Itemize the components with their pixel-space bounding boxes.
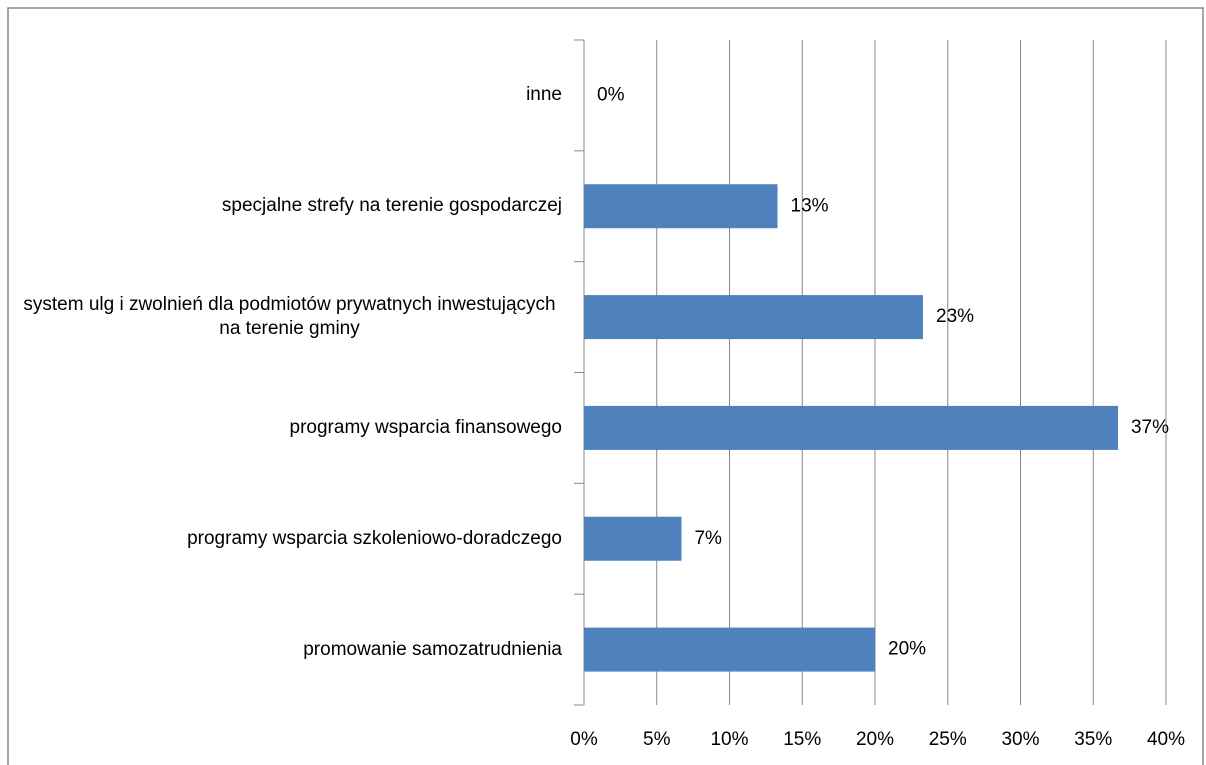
x-tick-label: 20% xyxy=(856,729,894,750)
chart-frame xyxy=(7,7,1204,765)
y-tick-label: programy wsparcia finansowego xyxy=(289,416,562,438)
y-tick-label: programy wsparcia szkoleniowo-doradczego xyxy=(187,527,562,549)
y-tick-label: system ulg i zwolnień dla podmiotów pryw… xyxy=(23,294,556,340)
data-label: 0% xyxy=(597,84,625,105)
x-tick-label: 10% xyxy=(710,729,748,750)
bar xyxy=(584,627,875,672)
x-tick-label: 35% xyxy=(1074,729,1112,750)
bar xyxy=(584,295,924,340)
x-tick-label: 30% xyxy=(1001,729,1039,750)
bar xyxy=(584,184,778,229)
y-tick-label: promowanie samozatrudnienia xyxy=(303,638,562,660)
x-tick-label: 0% xyxy=(570,729,598,750)
data-label: 20% xyxy=(888,639,926,660)
x-tick-label: 15% xyxy=(783,729,821,750)
y-tick-label: inne xyxy=(526,84,562,106)
x-tick-label: 5% xyxy=(643,729,671,750)
x-tick-label: 25% xyxy=(929,729,967,750)
data-label: 7% xyxy=(694,528,722,549)
y-tick-label: specjalne strefy na terenie gospodarczej xyxy=(221,195,562,217)
bar xyxy=(584,405,1118,450)
data-label: 23% xyxy=(936,306,974,327)
bar xyxy=(584,516,682,561)
data-label: 37% xyxy=(1131,417,1169,438)
data-label: 13% xyxy=(791,195,829,216)
x-tick-label: 40% xyxy=(1147,729,1185,750)
